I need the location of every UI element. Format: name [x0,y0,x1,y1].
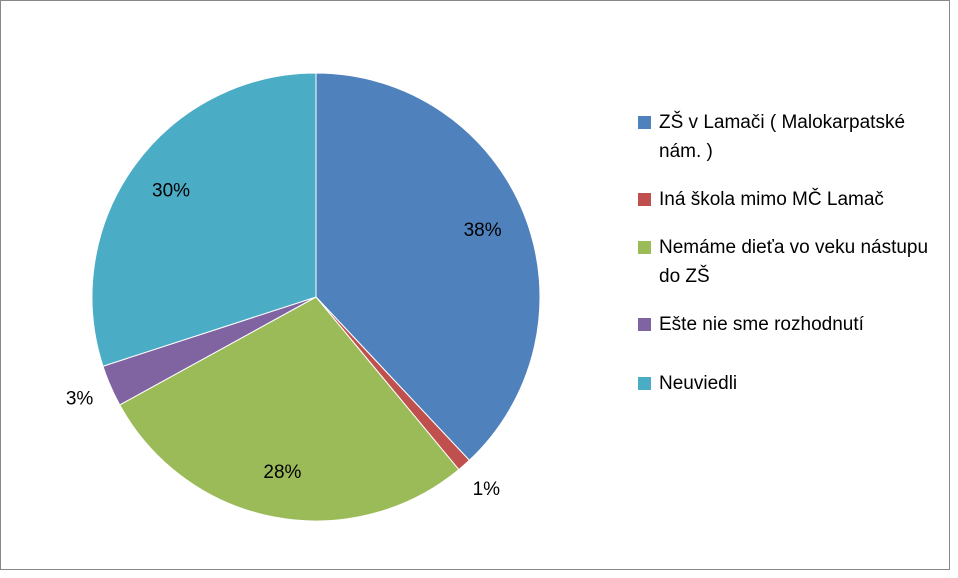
legend-item: Ešte nie sme rozhodnutí [638,310,929,339]
legend-item: ZŠ v Lamači ( Malokarpatské nám. ) [638,108,929,166]
legend-swatch [638,193,651,206]
pie-slice [119,296,460,522]
data-label: 1% [473,479,501,500]
legend-item: Neuviedli [638,369,929,398]
legend-label: Nemáme dieťa vo veku nástupu do ZŠ [659,237,929,287]
pie-slice [91,72,317,367]
data-label: 38% [464,220,502,241]
pie-slice [315,72,541,461]
data-label: 3% [66,388,94,409]
legend-item: Iná škola mimo MČ Lamač [638,185,929,214]
legend-item: Nemáme dieťa vo veku nástupu do ZŠ [638,233,929,291]
legend: ZŠ v Lamači ( Malokarpatské nám. ) Iná šk… [638,108,938,398]
data-label: 30% [152,181,190,202]
legend-label: Neuviedli [659,373,738,394]
data-label: 28% [263,462,301,483]
legend-label: Ešte nie sme rozhodnutí [659,314,864,335]
legend-swatch [638,116,651,129]
legend-label: Iná škola mimo MČ Lamač [659,189,884,210]
legend-swatch [638,318,651,331]
legend-swatch [638,377,651,390]
legend-swatch [638,241,651,254]
legend-label: ZŠ v Lamači ( Malokarpatské nám. ) [659,112,906,162]
